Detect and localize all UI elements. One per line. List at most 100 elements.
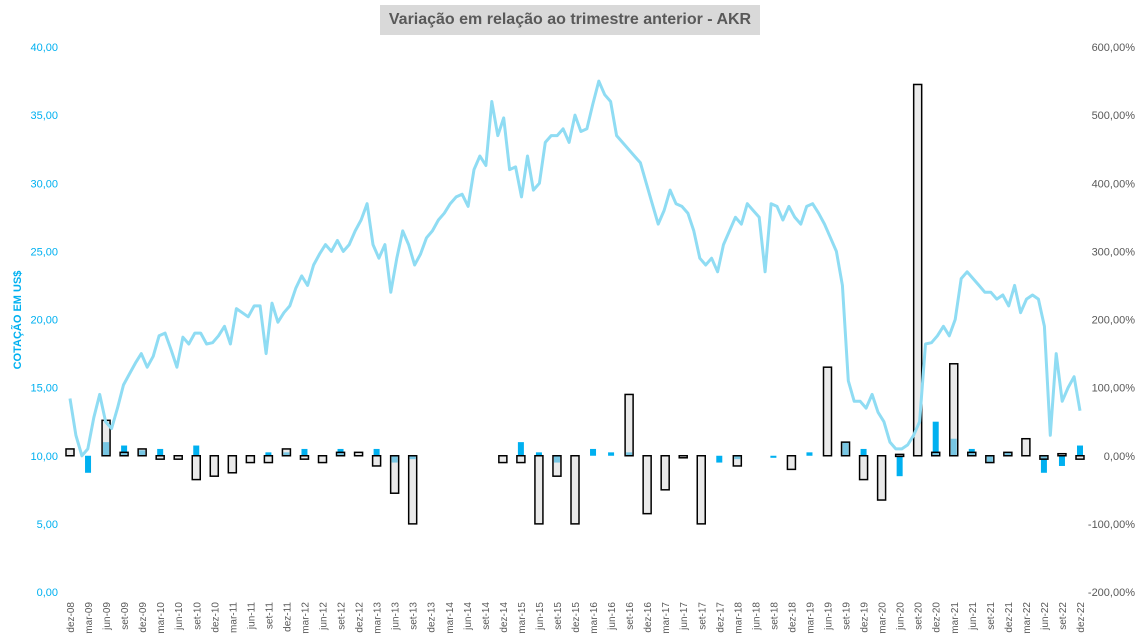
x-tick-label: dez-11 bbox=[282, 602, 293, 632]
x-tick-label: set-10 bbox=[192, 602, 203, 630]
x-tick-label: set-11 bbox=[264, 602, 275, 629]
outline-bar bbox=[696, 455, 706, 525]
y-left-tick-label: 5,00 bbox=[37, 519, 58, 531]
x-tick-label: dez-10 bbox=[210, 602, 221, 633]
outline-bar bbox=[263, 455, 274, 464]
x-tick-label: set-19 bbox=[842, 602, 853, 630]
x-tick-label: dez-19 bbox=[860, 602, 871, 633]
x-tick-label: mar-21 bbox=[950, 602, 961, 634]
x-tick-label: set-09 bbox=[120, 602, 131, 630]
blue-bar bbox=[1058, 455, 1065, 466]
x-tick-label: set-21 bbox=[986, 602, 997, 630]
outline-bar bbox=[317, 455, 328, 464]
outline-bar bbox=[732, 455, 743, 467]
x-tick-label: jun-09 bbox=[102, 602, 113, 631]
x-tick-label: set-16 bbox=[625, 602, 636, 630]
x-tick-label: jun-21 bbox=[968, 602, 979, 631]
outline-bar bbox=[967, 451, 977, 457]
y-left-tick-label: 40,00 bbox=[30, 42, 58, 54]
y-right-tick-label: 400,00% bbox=[1092, 178, 1136, 190]
outline-bar bbox=[498, 455, 508, 464]
outline-bar bbox=[949, 363, 959, 457]
x-tick-label: jun-13 bbox=[391, 602, 402, 631]
y-right-tick-label: 100,00% bbox=[1092, 383, 1136, 395]
outline-bar bbox=[858, 455, 869, 481]
x-tick-label: set-18 bbox=[769, 602, 780, 630]
outline-bar bbox=[840, 441, 851, 457]
x-tick-label: mar-09 bbox=[84, 602, 95, 634]
y-left-tick-label: 35,00 bbox=[30, 110, 58, 122]
x-tick-label: set-15 bbox=[553, 602, 564, 630]
blue-bar bbox=[85, 455, 92, 473]
x-tick-label: mar-18 bbox=[733, 602, 744, 634]
x-tick-label: mar-10 bbox=[156, 602, 167, 634]
y-right-tick-label: 500,00% bbox=[1092, 110, 1136, 122]
y-right-tick-label: 300,00% bbox=[1092, 246, 1136, 258]
x-tick-label: dez-14 bbox=[499, 602, 510, 633]
x-tick-label: mar-13 bbox=[373, 602, 384, 634]
x-tick-label: jun-11 bbox=[246, 602, 257, 630]
blue-bar bbox=[517, 442, 524, 456]
x-tick-label: dez-17 bbox=[715, 602, 726, 633]
blue-bar bbox=[860, 448, 867, 456]
x-tick-label: dez-15 bbox=[571, 602, 582, 633]
x-tick-label: mar-17 bbox=[661, 602, 672, 634]
outline-bar bbox=[930, 451, 941, 457]
blue-bar bbox=[193, 445, 200, 456]
outline-bar bbox=[1003, 451, 1013, 457]
x-tick-label: dez-16 bbox=[643, 602, 654, 633]
outline-bar bbox=[353, 451, 364, 457]
outline-bar bbox=[534, 455, 544, 525]
blue-bar bbox=[590, 448, 597, 456]
outline-bar bbox=[245, 455, 256, 464]
outline-bar bbox=[642, 455, 652, 515]
blue-bar bbox=[608, 452, 615, 456]
x-tick-label: jun-14 bbox=[463, 602, 474, 631]
x-tick-label: set-14 bbox=[481, 602, 492, 630]
outline-bar bbox=[281, 448, 292, 457]
y-left-tick-label: 15,00 bbox=[30, 383, 58, 395]
blue-bar bbox=[121, 445, 128, 456]
blue-bar bbox=[157, 448, 164, 456]
outline-bar bbox=[1039, 455, 1049, 460]
x-tick-label: dez-13 bbox=[427, 602, 438, 633]
x-tick-label: jun-17 bbox=[679, 602, 690, 631]
outline-bar bbox=[894, 453, 905, 458]
x-tick-label: dez-21 bbox=[1004, 602, 1015, 633]
x-tick-label: mar-14 bbox=[445, 602, 456, 634]
x-tick-label: jun-10 bbox=[174, 602, 185, 631]
outline-bar bbox=[173, 455, 183, 460]
outline-bar bbox=[624, 393, 634, 457]
outline-bar bbox=[389, 455, 400, 494]
x-tick-label: dez-08 bbox=[66, 602, 77, 633]
blue-bar bbox=[373, 448, 380, 456]
x-tick-label: jun-12 bbox=[319, 602, 330, 631]
x-tick-label: set-22 bbox=[1058, 602, 1069, 630]
x-tick-label: set-12 bbox=[337, 602, 348, 630]
x-tick-label: dez-20 bbox=[932, 602, 943, 633]
outline-bar bbox=[985, 455, 995, 464]
blue-bar bbox=[932, 421, 939, 456]
y-left-tick-label: 25,00 bbox=[30, 246, 58, 258]
x-tick-label: dez-12 bbox=[355, 602, 366, 633]
x-tick-label: mar-19 bbox=[806, 602, 817, 634]
x-tick-label: jun-20 bbox=[896, 602, 907, 631]
blue-bar bbox=[716, 455, 723, 463]
x-tick-label: mar-22 bbox=[1022, 602, 1033, 634]
y-right-tick-label: -200,00% bbox=[1088, 587, 1135, 599]
outline-bar bbox=[335, 451, 346, 457]
outline-bar bbox=[191, 455, 201, 481]
y-left-tick-label: 30,00 bbox=[30, 178, 58, 190]
outline-bar bbox=[876, 455, 887, 501]
x-tick-label: dez-09 bbox=[138, 602, 149, 633]
blue-bar bbox=[535, 452, 542, 456]
blue-bar bbox=[1040, 455, 1047, 473]
outline-bar bbox=[371, 455, 382, 467]
outline-bar bbox=[407, 455, 418, 525]
outline-bar bbox=[137, 448, 147, 457]
outline-bar bbox=[299, 455, 310, 460]
y-left-tick-label: 0,00 bbox=[37, 587, 58, 599]
x-tick-label: jun-15 bbox=[535, 602, 546, 631]
y-axis-label: COTAÇÃO EM US$ bbox=[11, 271, 24, 370]
x-tick-label: jun-18 bbox=[751, 602, 762, 631]
